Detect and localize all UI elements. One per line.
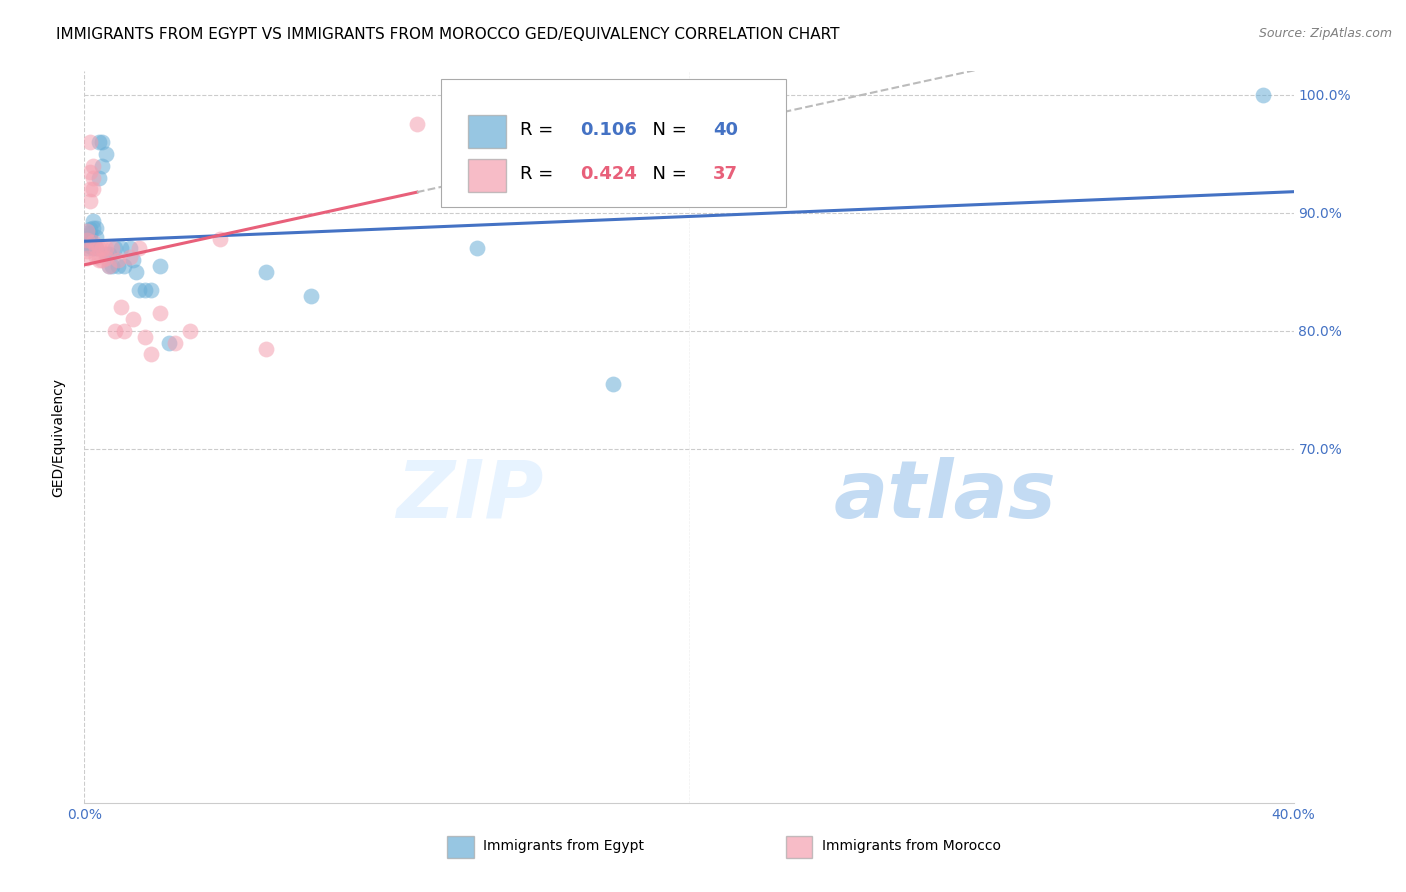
Point [76, 224, 98, 238]
Point [118, 250, 141, 264]
Point [89, 135, 111, 149]
Point [86, 241, 108, 255]
Text: 40: 40 [713, 121, 738, 139]
Text: atlas: atlas [834, 457, 1057, 534]
Point [602, 376, 624, 391]
Text: R =: R = [520, 165, 558, 183]
Point [128, 283, 150, 297]
Point [107, 253, 129, 268]
Text: N =: N = [641, 165, 692, 183]
Text: ZIP: ZIP [396, 457, 544, 534]
Point [76, 241, 98, 255]
Point [79, 135, 101, 149]
Point [86, 221, 108, 235]
Point [89, 170, 111, 185]
Bar [468, 159, 506, 192]
Point [128, 241, 150, 255]
Point [91, 253, 114, 268]
Text: Immigrants from Morocco: Immigrants from Morocco [823, 839, 1001, 853]
Bar [447, 836, 474, 858]
Point [139, 347, 162, 361]
Point [165, 335, 187, 350]
Point [110, 301, 132, 315]
Text: N =: N = [641, 121, 692, 139]
Point [89, 253, 111, 268]
Point [97, 247, 120, 261]
Point [121, 253, 143, 268]
Point [76, 244, 98, 258]
Point [467, 241, 489, 255]
Point [157, 335, 180, 350]
Y-axis label: GED/Equivalency: GED/Equivalency [52, 377, 66, 497]
Point [209, 232, 232, 246]
Point [79, 182, 101, 196]
Point [134, 283, 156, 297]
Point [91, 159, 114, 173]
Point [76, 236, 98, 251]
Point [79, 227, 101, 242]
Text: IMMIGRANTS FROM EGYPT VS IMMIGRANTS FROM MOROCCO GED/EQUIVALENCY CORRELATION CHA: IMMIGRANTS FROM EGYPT VS IMMIGRANTS FROM… [56, 27, 839, 42]
Point [104, 324, 127, 338]
Point [149, 306, 172, 320]
Point [134, 330, 156, 344]
Point [79, 232, 101, 246]
Point [79, 194, 101, 208]
Point [94, 247, 117, 261]
Point [107, 259, 129, 273]
Point [82, 241, 104, 255]
Point [76, 251, 98, 265]
Point [94, 251, 117, 265]
Point [76, 233, 98, 247]
Point [121, 312, 143, 326]
Point [91, 135, 114, 149]
Bar [468, 115, 506, 148]
Point [86, 250, 108, 264]
Point [254, 265, 277, 279]
Point [100, 241, 122, 255]
Point [82, 235, 104, 250]
Point [97, 259, 120, 273]
Text: Source: ZipAtlas.com: Source: ZipAtlas.com [1258, 27, 1392, 40]
Text: 0.106: 0.106 [581, 121, 637, 139]
Text: 37: 37 [713, 165, 738, 183]
Point [125, 265, 148, 279]
Point [82, 182, 104, 196]
Point [299, 288, 322, 302]
Text: R =: R = [520, 121, 558, 139]
Point [104, 241, 127, 255]
Point [79, 164, 101, 178]
Point [91, 241, 114, 255]
Point [94, 241, 117, 255]
Point [1253, 87, 1275, 102]
Point [79, 239, 101, 253]
Text: 0.424: 0.424 [581, 165, 637, 183]
Point [139, 283, 162, 297]
Point [76, 226, 98, 240]
Point [86, 241, 108, 255]
Point [406, 118, 429, 132]
Point [100, 259, 122, 273]
Point [82, 214, 104, 228]
Point [89, 241, 111, 255]
Point [110, 241, 132, 255]
Text: Immigrants from Egypt: Immigrants from Egypt [484, 839, 644, 853]
Point [97, 259, 120, 273]
Point [254, 342, 277, 356]
Point [82, 170, 104, 185]
Point [82, 221, 104, 235]
Point [86, 229, 108, 244]
Point [112, 259, 135, 273]
Point [82, 159, 104, 173]
Bar [786, 836, 813, 858]
FancyBboxPatch shape [441, 78, 786, 207]
Point [179, 324, 201, 338]
Point [149, 259, 172, 273]
Point [76, 230, 98, 244]
Point [94, 147, 117, 161]
Point [112, 324, 135, 338]
Point [118, 241, 141, 255]
Point [79, 222, 101, 236]
